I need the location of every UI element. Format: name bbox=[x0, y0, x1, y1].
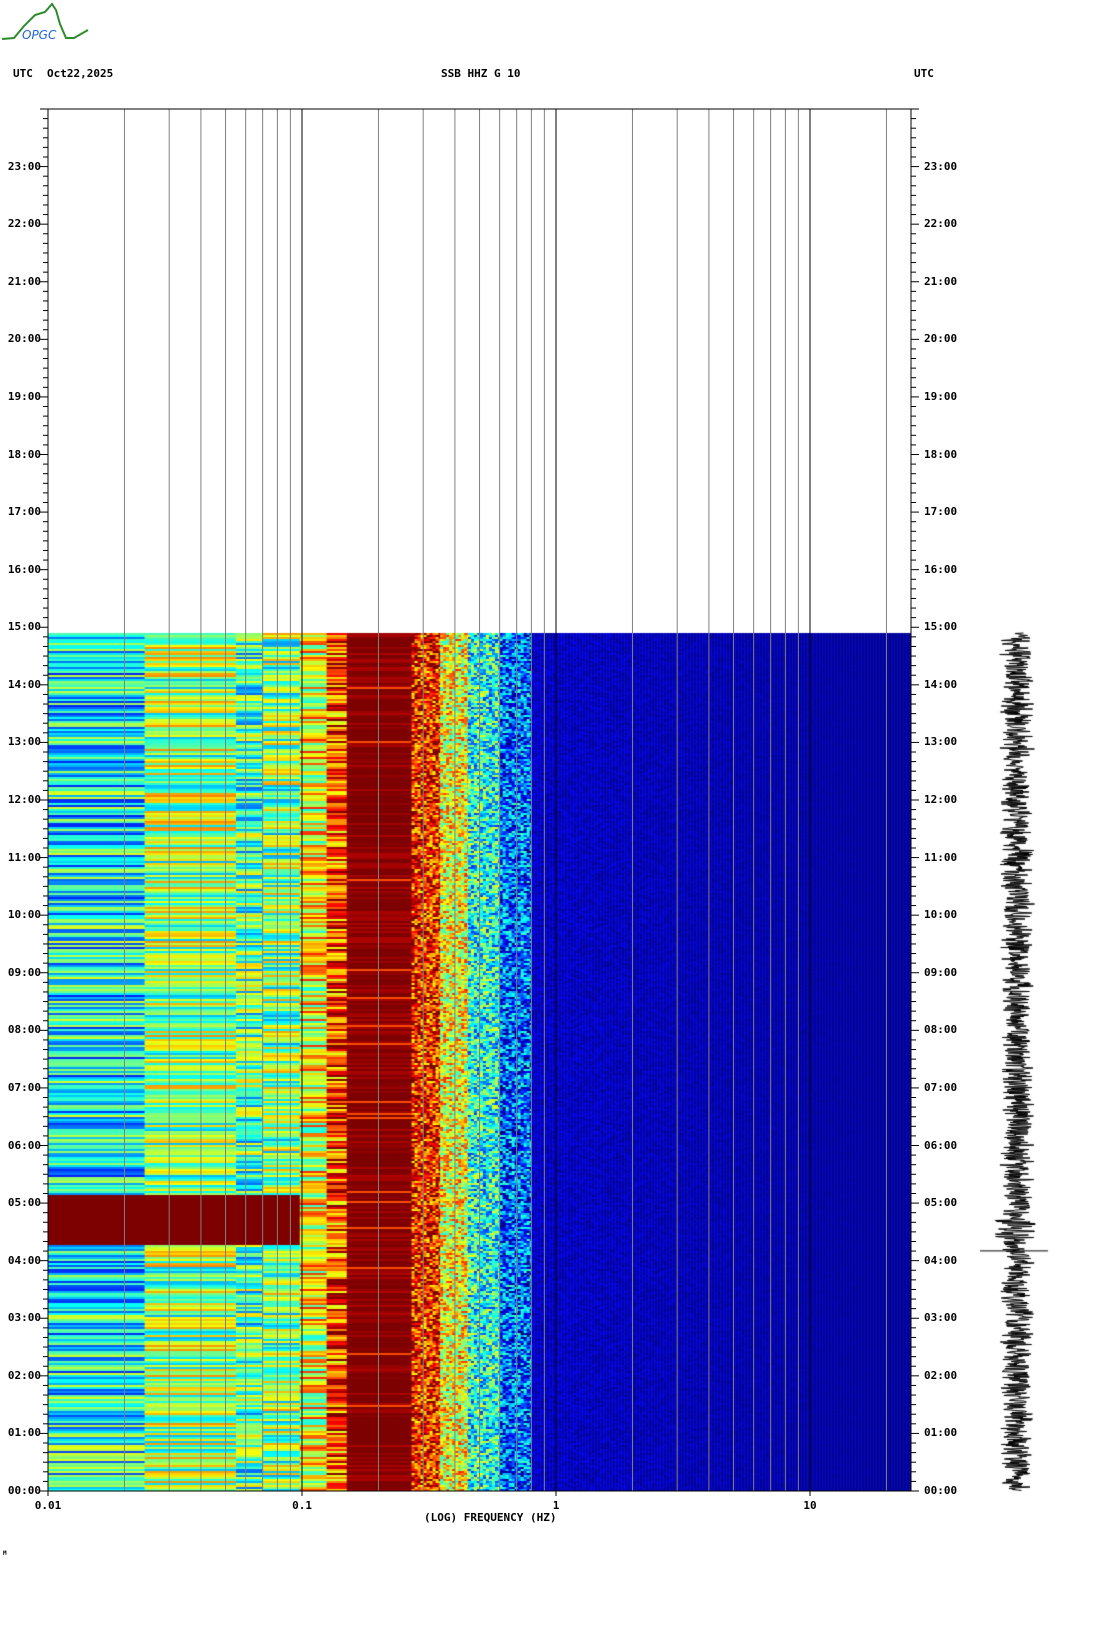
svg-text:OPGC: OPGC bbox=[22, 28, 57, 42]
y-tick-label-left: 00:00 bbox=[7, 1484, 41, 1497]
y-tick-label-left: 16:00 bbox=[7, 562, 41, 576]
y-tick-label-right: 11:00 bbox=[924, 850, 958, 864]
timezone-left: UTC bbox=[13, 67, 33, 80]
y-tick-label-left: 23:00 bbox=[7, 159, 41, 173]
y-tick-label-right: 20:00 bbox=[924, 332, 958, 346]
y-tick-label-left: 13:00 bbox=[7, 735, 41, 749]
y-tick-label-right: 12:00 bbox=[924, 793, 958, 806]
y-tick-label-right: 21:00 bbox=[924, 274, 958, 288]
y-tick-label-left: 15:00 bbox=[7, 620, 41, 634]
station-label: SSB HHZ G 10 bbox=[441, 67, 521, 80]
y-tick-label-left: 17:00 bbox=[7, 505, 41, 519]
y-tick-label-right: 04:00 bbox=[924, 1253, 958, 1267]
x-tick-label: 1 bbox=[552, 1499, 560, 1512]
y-tick-label-right: 01:00 bbox=[924, 1426, 958, 1440]
y-tick-label-right: 00:00 bbox=[924, 1484, 958, 1497]
y-tick-label-left: 12:00 bbox=[7, 793, 41, 806]
y-tick-label-right: 08:00 bbox=[924, 1023, 958, 1037]
y-tick-label-right: 14:00 bbox=[924, 677, 958, 691]
y-tick-label-right: 02:00 bbox=[924, 1368, 958, 1382]
y-tick-label-right: 17:00 bbox=[924, 505, 958, 519]
y-tick-label-left: 18:00 bbox=[7, 447, 41, 461]
y-tick-label-right: 06:00 bbox=[924, 1138, 958, 1152]
y-tick-label-left: 11:00 bbox=[7, 850, 41, 864]
y-tick-label-left: 10:00 bbox=[7, 908, 41, 922]
y-tick-label-left: 19:00 bbox=[7, 389, 41, 403]
y-tick-label-left: 20:00 bbox=[7, 332, 41, 346]
y-tick-label-left: 06:00 bbox=[7, 1138, 41, 1152]
y-tick-label-left: 05:00 bbox=[7, 1196, 41, 1210]
y-tick-label-left: 07:00 bbox=[7, 1080, 41, 1094]
y-tick-label-left: 08:00 bbox=[7, 1023, 41, 1037]
y-tick-label-right: 13:00 bbox=[924, 735, 958, 749]
y-tick-label-right: 09:00 bbox=[924, 965, 958, 979]
x-tick-label: 0.01 bbox=[34, 1499, 62, 1512]
x-axis-label: (LOG) FREQUENCY (HZ) bbox=[424, 1511, 557, 1524]
x-tick-label: 10 bbox=[803, 1499, 817, 1512]
y-tick-label-right: 16:00 bbox=[924, 562, 958, 576]
x-tick-label: 0.1 bbox=[292, 1499, 312, 1512]
footer-mark: M bbox=[3, 1550, 7, 1557]
y-tick-label-left: 03:00 bbox=[7, 1311, 41, 1325]
y-tick-label-left: 21:00 bbox=[7, 274, 41, 288]
seismogram-trace bbox=[975, 620, 1055, 1500]
y-tick-label-right: 23:00 bbox=[924, 159, 958, 173]
y-tick-label-right: 22:00 bbox=[924, 217, 958, 231]
date-label: Oct22,2025 bbox=[47, 67, 114, 80]
y-tick-label-left: 04:00 bbox=[7, 1253, 41, 1267]
y-tick-label-left: 09:00 bbox=[7, 965, 41, 979]
y-tick-label-right: 03:00 bbox=[924, 1311, 958, 1325]
y-tick-label-right: 07:00 bbox=[924, 1080, 958, 1094]
y-tick-label-left: 14:00 bbox=[7, 677, 41, 691]
y-tick-label-right: 10:00 bbox=[924, 908, 958, 922]
y-tick-label-left: 01:00 bbox=[7, 1426, 41, 1440]
y-tick-label-right: 05:00 bbox=[924, 1196, 958, 1210]
timezone-right: UTC bbox=[914, 67, 934, 80]
y-tick-label-right: 18:00 bbox=[924, 447, 958, 461]
opgc-logo: OPGC bbox=[1, 2, 89, 42]
y-tick-label-right: 19:00 bbox=[924, 389, 958, 403]
y-tick-label-right: 15:00 bbox=[924, 620, 958, 634]
y-tick-label-left: 22:00 bbox=[7, 217, 41, 231]
y-tick-label-left: 02:00 bbox=[7, 1368, 41, 1382]
